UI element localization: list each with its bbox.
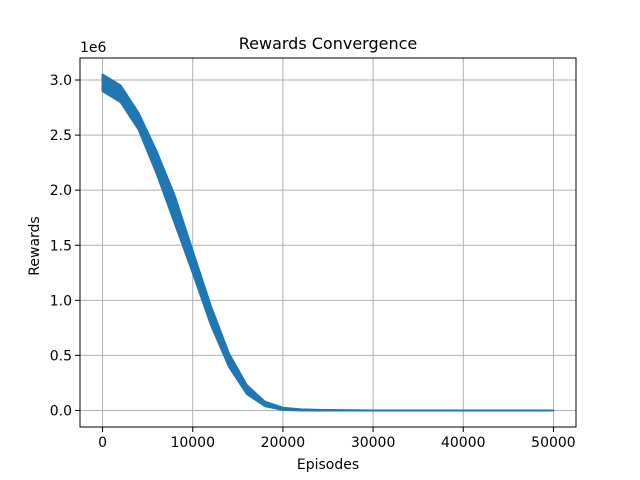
y-tick-label: 1.0 (50, 293, 72, 309)
y-axis-label: Rewards (27, 216, 43, 275)
y-tick-label: 2.5 (50, 128, 72, 144)
series-band (101, 73, 555, 412)
chart-title: Rewards Convergence (239, 34, 418, 53)
x-tick-label: 20000 (261, 435, 306, 451)
x-axis-label: Episodes (297, 457, 359, 473)
y-tick-label: 0.0 (50, 403, 72, 419)
x-tick-label: 50000 (531, 435, 576, 451)
x-ticks: 0 10000 20000 30000 40000 50000 (98, 427, 576, 451)
x-tick-label: 0 (98, 435, 107, 451)
y-tick-label: 2.0 (50, 183, 72, 199)
y-tick-label: 0.5 (50, 348, 72, 364)
series-layer (101, 73, 555, 412)
y-ticks: 0.0 0.5 1.0 1.5 2.0 2.5 3.0 (50, 73, 80, 419)
x-tick-label: 10000 (170, 435, 215, 451)
x-tick-label: 30000 (351, 435, 396, 451)
y-offset-label: 1e6 (80, 40, 107, 56)
y-tick-label: 1.5 (50, 238, 72, 254)
y-tick-label: 3.0 (50, 73, 72, 89)
x-tick-label: 40000 (441, 435, 486, 451)
axes-frame (79, 57, 577, 428)
